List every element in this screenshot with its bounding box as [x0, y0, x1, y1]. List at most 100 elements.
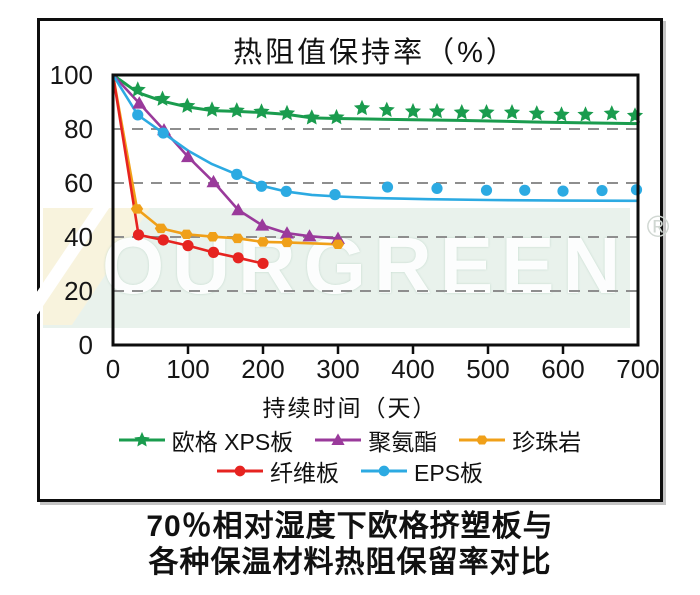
- circle-marker-icon: [557, 185, 569, 197]
- series-line: [111, 73, 640, 203]
- circle-marker-icon: [280, 185, 292, 197]
- triangle-marker-icon: [302, 229, 317, 242]
- x-axis-title: 持续时间（天）: [262, 395, 438, 421]
- circle-marker-icon: [132, 109, 144, 121]
- legend-label: 欧格 XPS板: [171, 429, 294, 455]
- circle-marker-icon: [257, 257, 269, 270]
- legend-label: 纤维板: [269, 460, 339, 486]
- y-tick-label: 20: [64, 276, 93, 306]
- circle-marker-icon: [378, 465, 390, 477]
- triangle-marker-icon: [206, 174, 221, 188]
- triangle-marker-icon: [280, 226, 294, 239]
- circle-marker-icon: [207, 246, 220, 258]
- legend-item: 纤维板: [216, 454, 339, 488]
- y-tick-label: 60: [64, 168, 93, 198]
- star-marker-icon: [603, 105, 620, 121]
- triangle-marker-icon: [132, 96, 147, 109]
- star-marker-icon: [528, 105, 545, 121]
- x-tick-label: 600: [541, 354, 585, 384]
- circle-marker-icon: [157, 127, 169, 139]
- x-tick-label: 300: [316, 354, 360, 384]
- x-tick-label: 700: [616, 354, 660, 384]
- star-marker-icon: [453, 104, 470, 120]
- legend-label: 聚氨酯: [368, 429, 438, 455]
- legend-marker: [118, 431, 165, 447]
- star-marker-icon: [154, 90, 171, 106]
- triangle-marker-icon: [231, 203, 246, 216]
- legend-marker: [459, 435, 506, 445]
- series-line: [111, 73, 340, 240]
- hexagon-marker-icon: [331, 239, 345, 249]
- circle-marker-icon: [381, 181, 394, 193]
- star-marker-icon: [303, 109, 320, 125]
- legend-row: 欧格 XPS板 聚氨酯 珍珠岩: [118, 423, 581, 457]
- hexagon-marker-icon: [130, 204, 144, 214]
- circle-marker-icon: [157, 234, 169, 246]
- star-marker-icon: [503, 104, 521, 120]
- legend-item: EPS板: [360, 454, 484, 488]
- star-marker-icon: [404, 102, 422, 119]
- y-tick-label: 100: [49, 60, 93, 90]
- star-marker-icon: [179, 97, 196, 113]
- legend-marker: [216, 465, 263, 477]
- registered-mark-icon: ®: [646, 209, 670, 244]
- circle-marker-icon: [234, 465, 246, 477]
- legend-marker: [360, 465, 407, 477]
- star-marker-icon: [577, 106, 594, 122]
- legend-row: 纤维板 EPS板: [216, 454, 484, 488]
- legend-label: 珍珠岩: [512, 429, 582, 455]
- plot-svg: [111, 73, 644, 354]
- hexagon-marker-icon: [180, 229, 193, 239]
- chart-title: 热阻值保持率（%）: [233, 37, 518, 69]
- x-tick-label: 100: [166, 354, 210, 384]
- circle-marker-icon: [329, 189, 341, 201]
- star-marker-icon: [134, 431, 150, 447]
- hexagon-marker-icon: [154, 223, 168, 234]
- star-marker-icon: [278, 104, 296, 121]
- circle-marker-icon: [132, 229, 145, 241]
- series-line: [111, 73, 340, 246]
- watermark-band: [43, 208, 630, 328]
- star-marker-icon: [228, 102, 245, 118]
- circle-marker-icon: [232, 252, 244, 264]
- caption-line-1: 70％相对湿度下欧格挤塑板与: [146, 510, 554, 543]
- legend-item: 珍珠岩: [459, 423, 581, 457]
- axis-box: [111, 73, 640, 347]
- hexagon-marker-icon: [280, 237, 294, 248]
- x-tick-label: 200: [241, 354, 285, 384]
- y-tick-label: 40: [64, 222, 93, 252]
- circle-marker-icon: [596, 184, 608, 197]
- legend: 欧格 XPS板 聚氨酯 珍珠岩纤维板 EPS板: [40, 425, 660, 486]
- triangle-marker-icon: [331, 433, 345, 445]
- star-marker-icon: [378, 101, 395, 117]
- star-marker-icon: [353, 99, 371, 116]
- figure-frame: OURGREEN ® 热阻值保持率（%） 0 20 40 60 80 100 0 100 20…: [26, 18, 669, 502]
- hexagon-marker-icon: [476, 435, 489, 445]
- star-marker-icon: [203, 101, 221, 117]
- legend-marker: [315, 433, 362, 445]
- triangle-marker-icon: [181, 149, 195, 163]
- legend-label: EPS板: [413, 460, 484, 486]
- y-tick-label: 80: [64, 114, 93, 144]
- circle-marker-icon: [519, 184, 531, 196]
- circle-marker-icon: [431, 182, 443, 194]
- circle-marker-icon: [231, 168, 243, 180]
- legend-item: 聚氨酯: [315, 423, 437, 457]
- star-marker-icon: [253, 103, 270, 119]
- triangle-marker-icon: [255, 218, 270, 231]
- star-marker-icon: [478, 104, 495, 120]
- star-marker-icon: [328, 108, 345, 125]
- hexagon-marker-icon: [256, 237, 270, 247]
- star-marker-icon: [428, 102, 446, 119]
- circle-marker-icon: [255, 180, 268, 192]
- figure-caption: 70％相对湿度下欧格挤塑板与 各种保温材料热阻保留率对比: [0, 509, 700, 581]
- y-tick-label: 0: [78, 330, 93, 360]
- legend-item: 欧格 XPS板: [118, 423, 294, 457]
- circle-marker-icon: [182, 240, 194, 252]
- x-tick-label: 0: [105, 354, 121, 384]
- star-marker-icon: [553, 106, 570, 122]
- x-tick-label: 500: [466, 354, 510, 384]
- star-marker-icon: [626, 107, 644, 123]
- hexagon-marker-icon: [206, 232, 219, 242]
